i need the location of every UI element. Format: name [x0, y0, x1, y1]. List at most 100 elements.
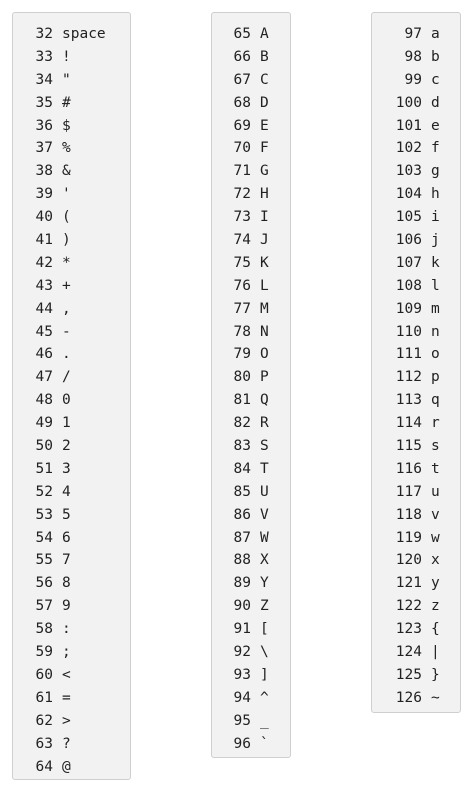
ascii-row: 125}	[372, 664, 460, 687]
ascii-character: ]	[260, 666, 269, 683]
ascii-character: n	[431, 323, 440, 340]
ascii-character: _	[260, 712, 269, 729]
ascii-code: 66	[233, 48, 251, 65]
ascii-code: 55	[35, 552, 53, 569]
ascii-character: F	[260, 140, 269, 157]
ascii-character: e	[431, 117, 440, 134]
ascii-character: '	[62, 186, 71, 203]
ascii-character: B	[260, 48, 269, 65]
ascii-character: P	[260, 369, 269, 386]
ascii-column-2: 65 A 66 B 67 C 68 D 69 E 70 F 71 G 72 H 73 I 74 J 75 K 76 L 77 M 7…	[211, 12, 291, 758]
ascii-character: k	[431, 254, 440, 271]
ascii-character: 9	[62, 598, 71, 615]
ascii-character: ?	[62, 735, 71, 752]
ascii-code: 125	[395, 666, 422, 683]
ascii-code: 78	[233, 323, 251, 340]
ascii-code: 126	[395, 689, 422, 706]
ascii-code: 113	[395, 392, 422, 409]
ascii-row: 61 =	[13, 687, 130, 710]
ascii-code: 121	[395, 575, 422, 592]
ascii-row: 91 [	[212, 618, 290, 641]
ascii-row: 101 e	[372, 115, 460, 138]
ascii-character: U	[260, 483, 269, 500]
ascii-code: 42	[35, 254, 53, 271]
ascii-character: a	[431, 26, 440, 42]
ascii-character: 6	[62, 529, 71, 546]
ascii-row: 100 d	[372, 92, 460, 115]
ascii-code: 60	[35, 666, 53, 683]
ascii-row: 69 E	[212, 115, 290, 138]
ascii-code: 58	[35, 621, 53, 638]
ascii-code: 112	[395, 369, 422, 386]
ascii-code: 91	[233, 621, 251, 638]
ascii-column-3: 97 a 98 b 99 c 100 d 101 e 102 f 103 g 104 h 105 i 106 j 107…	[371, 12, 461, 713]
ascii-row: 97 a	[372, 23, 460, 46]
ascii-row: 44,	[13, 298, 130, 321]
ascii-code: 75	[233, 254, 251, 271]
ascii-code: 119	[395, 529, 422, 546]
ascii-character: E	[260, 117, 269, 134]
ascii-row: 84 T	[212, 458, 290, 481]
ascii-code: 61	[35, 689, 53, 706]
ascii-character: v	[431, 506, 440, 523]
ascii-code: 100	[395, 94, 422, 111]
ascii-character: ;	[62, 644, 71, 661]
ascii-character: |	[431, 644, 440, 661]
ascii-code: 92	[233, 644, 251, 661]
ascii-code: 45	[35, 323, 53, 340]
ascii-code: 99	[404, 71, 422, 88]
ascii-row: 35 #	[13, 92, 130, 115]
ascii-character: H	[260, 186, 269, 203]
ascii-character: [	[260, 621, 269, 638]
ascii-code: 117	[395, 483, 422, 500]
ascii-code: 43	[35, 277, 53, 294]
ascii-row: 86 V	[212, 504, 290, 527]
ascii-row: 81 Q	[212, 389, 290, 412]
ascii-character: \	[260, 644, 269, 661]
ascii-row: 116 t	[372, 458, 460, 481]
ascii-code: 72	[233, 186, 251, 203]
ascii-row: 33!	[13, 46, 130, 69]
ascii-code: 95	[233, 712, 251, 729]
ascii-character: C	[260, 71, 269, 88]
ascii-code: 64	[35, 758, 53, 775]
ascii-code: 36	[35, 117, 53, 134]
ascii-row: 104 h	[372, 183, 460, 206]
ascii-code: 54	[35, 529, 53, 546]
ascii-character: u	[431, 483, 440, 500]
ascii-character: S	[260, 438, 269, 455]
ascii-code: 87	[233, 529, 251, 546]
ascii-character: )	[62, 232, 71, 249]
ascii-row: 38 &	[13, 160, 130, 183]
ascii-character: +	[62, 277, 71, 294]
ascii-character: 7	[62, 552, 71, 569]
ascii-code: 85	[233, 483, 251, 500]
ascii-row: 48 0	[13, 389, 130, 412]
ascii-row: 77 M	[212, 298, 290, 321]
ascii-code: 106	[395, 232, 422, 249]
ascii-character: h	[431, 186, 440, 203]
ascii-character: 2	[62, 438, 71, 455]
ascii-code: 105	[395, 209, 422, 226]
ascii-row: 71 G	[212, 160, 290, 183]
ascii-character: O	[260, 346, 269, 363]
ascii-row: 64 @	[13, 756, 130, 779]
ascii-row: 124 |	[372, 641, 460, 664]
ascii-code: 114	[395, 415, 422, 432]
ascii-row: 57 9	[13, 595, 130, 618]
ascii-character: <	[62, 666, 71, 683]
ascii-row: 46.	[13, 343, 130, 366]
ascii-character: ,	[62, 300, 71, 317]
ascii-code: 123	[395, 621, 422, 638]
ascii-character: K	[260, 254, 269, 271]
ascii-code: 88	[233, 552, 251, 569]
ascii-row: 43 +	[13, 275, 130, 298]
ascii-row: 66 B	[212, 46, 290, 69]
ascii-column-1: 32 space 33! 34 " 35 #36 $37% 38 & 39 ' 40(41) 42 * 43 +…	[12, 12, 131, 780]
ascii-code: 63	[35, 735, 53, 752]
ascii-character: 3	[62, 460, 71, 477]
ascii-code: 67	[233, 71, 251, 88]
ascii-row: 98 b	[372, 46, 460, 69]
ascii-row: 41)	[13, 229, 130, 252]
ascii-code: 103	[395, 163, 422, 180]
